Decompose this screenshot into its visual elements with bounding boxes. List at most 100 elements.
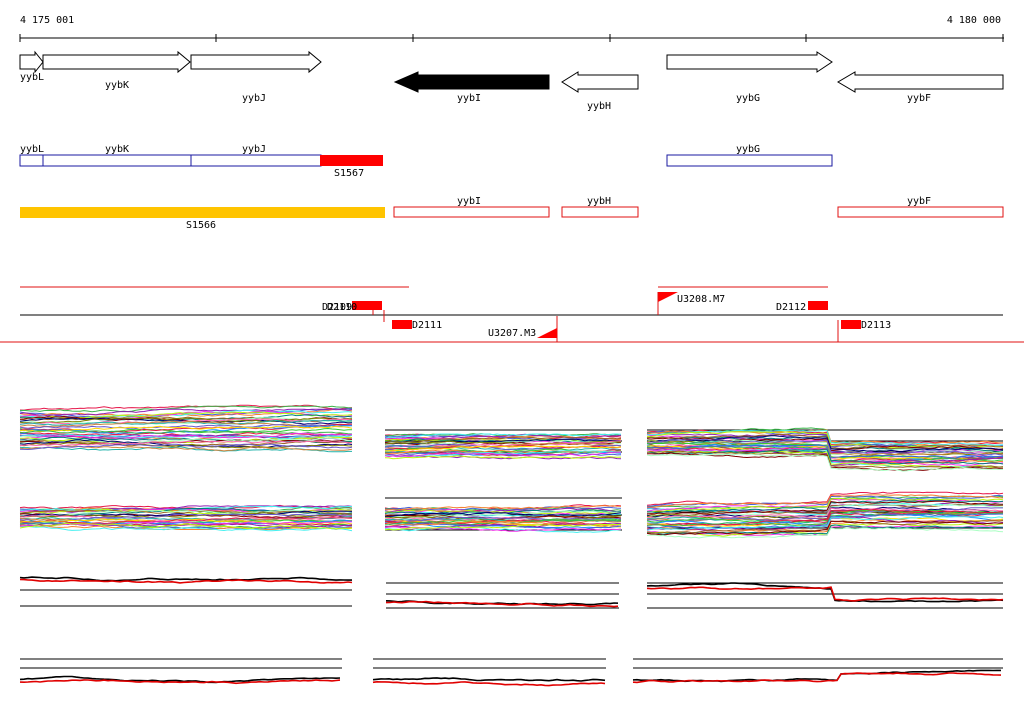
- expr-panel-11-trace-red: [372, 680, 606, 687]
- expr-panel-1-trace: [19, 408, 353, 417]
- plus-strand-transcripts: yybL yybK yybJ S1567 yybG: [19, 144, 833, 179]
- tu-label-yybJ: yybJ: [242, 144, 266, 155]
- feature-D2111[interactable]: [392, 320, 412, 329]
- feature-track: D2109 D2110 D2111 U3207.M3 U3208.M7 D211…: [0, 286, 1024, 343]
- expr-panel-2-trace: [384, 451, 622, 458]
- expression-panels: [19, 404, 1004, 687]
- expr-panel-8-trace-red: [385, 600, 619, 608]
- gene-label-yybH: yybH: [587, 101, 611, 112]
- feature-D2113[interactable]: [841, 320, 861, 329]
- tu-yybH[interactable]: [561, 206, 639, 218]
- tu-yybK[interactable]: [42, 154, 192, 167]
- expr-panel-3-trace: [646, 448, 1004, 465]
- expr-panel-4-trace: [19, 513, 353, 523]
- expr-panel-4-trace: [19, 521, 352, 527]
- expr-panel-3-trace: [646, 433, 1004, 450]
- feature-label-D2109: D2109: [322, 302, 352, 313]
- gene-yybG[interactable]: yybG: [666, 51, 833, 104]
- expr-panel-3-trace: [646, 438, 1004, 456]
- gene-track: yybL yybK yybJ yybI yybH yybG yybF: [19, 50, 1004, 112]
- feature-label-D2112: D2112: [776, 302, 806, 313]
- expr-panel-4-trace: [19, 522, 353, 530]
- gene-yybL[interactable]: yybL: [19, 50, 44, 83]
- gene-label-yybJ: yybJ: [242, 93, 266, 104]
- feature-label-U3208-M7: U3208.M7: [677, 294, 725, 305]
- tu-yybJ[interactable]: [190, 154, 322, 167]
- expr-panel-1-trace: [19, 432, 353, 440]
- expr-panel-6-trace: [646, 516, 1004, 531]
- gene-yybH[interactable]: yybH: [561, 71, 639, 112]
- gene-yybF[interactable]: yybF: [837, 71, 1004, 104]
- feature-label-D2110: D2110: [327, 302, 357, 313]
- expr-panel-11-trace-black: [372, 677, 606, 682]
- expr-panel-5-trace: [384, 526, 622, 534]
- tu-S1566[interactable]: [20, 207, 385, 218]
- expr-panel-1-trace: [19, 416, 352, 425]
- expr-panel-3-trace: [646, 453, 1004, 472]
- expr-panel-6-trace: [646, 494, 1004, 508]
- expr-panel-2-trace: [384, 455, 622, 460]
- tu-label-yybK: yybK: [105, 144, 129, 155]
- expr-panel-1-trace: [19, 445, 353, 452]
- expr-panel-5-trace: [384, 516, 622, 523]
- gene-yybJ[interactable]: yybJ: [190, 50, 322, 104]
- tu-label-yybG: yybG: [736, 144, 760, 155]
- expr-panel-1-trace: [19, 440, 353, 447]
- expr-panel-1-trace: [19, 433, 353, 440]
- expr-panel-6-trace: [647, 512, 1003, 527]
- expr-panel-4-trace: [19, 525, 353, 532]
- expr-panel-10-trace-red: [19, 679, 341, 685]
- tu-S1567[interactable]: [320, 155, 383, 166]
- tu-label-yybI: yybI: [457, 196, 481, 207]
- gene-label-yybG: yybG: [736, 93, 760, 104]
- expr-panel-4-trace: [19, 505, 353, 513]
- expr-panel-3-trace: [646, 439, 1004, 456]
- expr-panel-6-trace: [646, 524, 1004, 535]
- expr-panel-5-trace: [384, 505, 622, 511]
- expr-panel-5-trace: [385, 511, 622, 517]
- gene-label-yybK: yybK: [105, 80, 129, 91]
- expr-panel-3-trace: [646, 450, 1004, 469]
- gene-label-yybF: yybF: [907, 93, 931, 104]
- gene-yybI[interactable]: yybI: [393, 71, 550, 104]
- expr-panel-1-trace: [19, 404, 353, 411]
- expr-panel-2-trace: [384, 436, 622, 443]
- expr-panel-1-trace: [19, 443, 353, 451]
- expr-panel-1-trace: [19, 405, 353, 413]
- tu-yybF[interactable]: [837, 206, 1004, 218]
- expr-panel-10-trace-black: [19, 675, 341, 684]
- tu-label-yybH: yybH: [587, 196, 611, 207]
- tu-label-S1566: S1566: [186, 220, 216, 231]
- expr-panel-5-trace: [384, 524, 621, 531]
- expr-panel-5-trace: [384, 509, 622, 515]
- expr-panel-6-trace: [646, 511, 1004, 526]
- expr-panel-9-trace-red: [646, 586, 1004, 602]
- tu-yybG[interactable]: [666, 154, 833, 167]
- minus-strand-transcripts: S1566 yybI yybH yybF: [20, 196, 1004, 231]
- feature-label-U3207-M3: U3207.M3: [488, 328, 536, 339]
- expr-panel-1-trace: [19, 425, 353, 433]
- expr-panel-2-trace: [384, 450, 622, 458]
- expr-panel-12-trace-black: [632, 669, 1001, 683]
- feature-U3207-M3[interactable]: [537, 328, 557, 338]
- expr-panel-6-trace: [646, 520, 1004, 536]
- expr-panel-4-trace: [19, 517, 353, 526]
- expr-panel-6-trace: [646, 500, 1004, 516]
- tu-yybI[interactable]: [393, 206, 550, 218]
- expr-panel-7-trace-black: [19, 576, 352, 582]
- feature-D2109[interactable]: [352, 301, 382, 310]
- tu-label-S1567: S1567: [334, 168, 364, 179]
- expr-panel-12-trace-red: [632, 672, 1002, 684]
- tu-label-yybL: yybL: [20, 144, 44, 155]
- expr-panel-1-trace: [19, 417, 353, 424]
- expr-panel-2-trace: [384, 433, 622, 439]
- feature-D2112[interactable]: [808, 301, 828, 310]
- ruler-end-label: 4 180 000: [947, 15, 1001, 26]
- gene-yybK[interactable]: yybK: [42, 50, 191, 91]
- tu-label-yybF: yybF: [907, 196, 931, 207]
- expr-panel-4-trace: [19, 509, 353, 517]
- expr-panel-2-trace: [384, 445, 622, 452]
- tu-yybL[interactable]: [19, 154, 44, 167]
- feature-U3208-M7[interactable]: [658, 292, 678, 302]
